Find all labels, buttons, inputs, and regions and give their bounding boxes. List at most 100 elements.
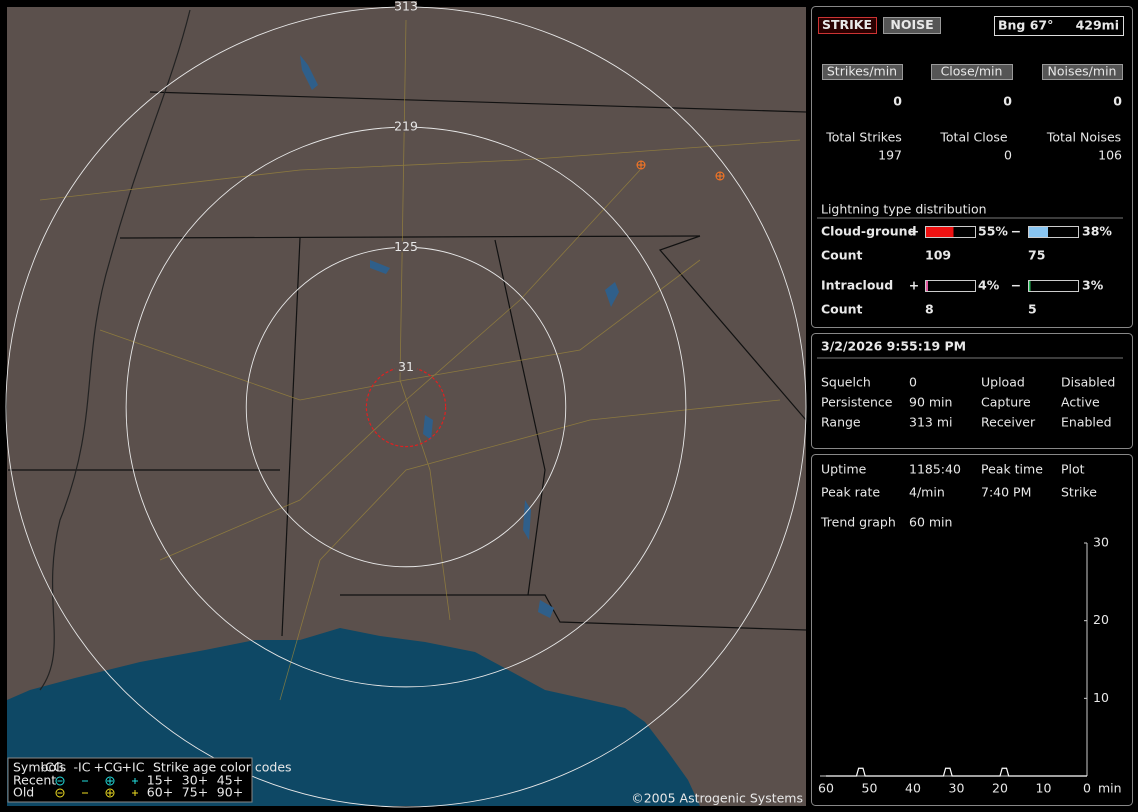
- stat: 7:40 PM: [981, 485, 1031, 500]
- ring-label-bg: [395, 241, 417, 253]
- type-name: Intracloud: [821, 278, 893, 293]
- sign: +: [909, 278, 919, 293]
- legend-symbol: [107, 790, 113, 796]
- legend-symbol: [55, 788, 65, 798]
- stat: Peak rate: [821, 485, 880, 500]
- trend-panel: [811, 454, 1133, 806]
- rate-value: 0: [1113, 94, 1122, 109]
- bearing-box: [994, 16, 1124, 36]
- rate-value: 0: [1003, 94, 1012, 109]
- bar-track: [925, 280, 976, 292]
- legend-age-title: Strike age color codes: [153, 760, 292, 775]
- setting: Squelch: [821, 375, 871, 390]
- x-tick-label: 50: [862, 781, 878, 796]
- setting: Persistence: [821, 395, 893, 410]
- count-value: 75: [1028, 248, 1045, 263]
- percent: 55%: [978, 224, 1008, 239]
- legend-box: [7, 757, 253, 803]
- bearing: Bng 67°: [998, 18, 1053, 33]
- stat: Plot: [1061, 462, 1085, 477]
- legend-symbol: [105, 788, 115, 798]
- legend-type: +CG: [94, 760, 123, 775]
- ring-label: 125: [394, 239, 418, 254]
- setting: Disabled: [1061, 375, 1115, 390]
- total-label: Total Strikes: [825, 130, 902, 145]
- x-tick-label: 40: [905, 781, 921, 796]
- strike-markers: [636, 160, 725, 181]
- status-panel: [811, 333, 1133, 449]
- legend-age: 60+: [147, 785, 173, 800]
- x-tick-label: 20: [992, 781, 1008, 796]
- rate-label: Noises/min: [1048, 64, 1117, 79]
- strike-button-label: STRIKE: [822, 17, 872, 32]
- ring-label: 31: [398, 359, 414, 374]
- ring-label: 219: [394, 119, 418, 134]
- range-rings: 313 219 125 31: [5, 0, 807, 808]
- total-label: Total Close: [939, 130, 1008, 145]
- trend-window: 60 min: [909, 515, 952, 530]
- setting: 313 mi: [909, 415, 952, 430]
- ring-label-bg: [395, 0, 417, 12]
- rate-label-box: [1042, 64, 1123, 80]
- legend-type: -IC: [74, 760, 91, 775]
- stat: Peak time: [981, 462, 1043, 477]
- strike-button[interactable]: [818, 17, 877, 34]
- total-value: 0: [1004, 148, 1012, 163]
- bar: [926, 281, 928, 291]
- bar: [1029, 227, 1048, 237]
- legend-row: Recent: [13, 773, 56, 788]
- rate-value: 0: [893, 94, 902, 109]
- legend-age: 75+: [182, 785, 208, 800]
- distribution-title: Lightning type distribution: [821, 202, 987, 217]
- setting: Active: [1061, 395, 1100, 410]
- rate-label: Close/min: [941, 64, 1003, 79]
- legend-type: +IC: [122, 760, 145, 775]
- setting: Capture: [981, 395, 1031, 410]
- setting: Enabled: [1061, 415, 1112, 430]
- noise-button[interactable]: [883, 17, 941, 34]
- counts-panel: [811, 6, 1133, 328]
- sign: +: [909, 224, 919, 239]
- x-tick-label: 10: [1036, 781, 1052, 796]
- bar-track: [1028, 280, 1079, 292]
- legend-symbol: [55, 776, 65, 786]
- datetime: 3/2/2026 9:55:19 PM: [821, 339, 966, 354]
- percent: 3%: [1082, 278, 1104, 293]
- legend-age: 15+: [147, 773, 173, 788]
- y-tick-label: 20: [1093, 612, 1109, 627]
- ring-label-bg: [395, 361, 417, 373]
- x-tick-label: 30: [949, 781, 965, 796]
- legend-age: 30+: [182, 773, 208, 788]
- bar: [926, 227, 954, 237]
- setting: 0: [909, 375, 917, 390]
- count-value: 5: [1028, 302, 1037, 317]
- copyright: ©2005 Astrogenic Systems: [631, 791, 803, 806]
- x-tick-label: 60: [818, 781, 834, 796]
- legend-title: Symbols: [13, 760, 66, 775]
- lakes: [300, 55, 619, 618]
- roads: [39, 19, 801, 701]
- count-value: 109: [925, 248, 951, 263]
- stat: Strike: [1061, 485, 1097, 500]
- y-tick-label: 30: [1093, 535, 1109, 550]
- state-lines: [8, 9, 807, 691]
- legend-row: Old: [13, 785, 34, 800]
- y-tick-label: 10: [1093, 690, 1109, 705]
- legend-symbol: [132, 790, 138, 796]
- count-value: 8: [925, 302, 934, 317]
- stat: Uptime: [821, 462, 867, 477]
- rate-label-box: [931, 64, 1013, 80]
- bar-track: [1028, 226, 1079, 238]
- total-value: 197: [878, 148, 902, 163]
- rate-label: Strikes/min: [827, 64, 897, 79]
- map: 313 219 125 31: [5, 0, 807, 808]
- ring-label: 313: [394, 0, 418, 13]
- count-label: Count: [821, 302, 863, 317]
- trend-line: [826, 767, 1087, 777]
- bar: [1029, 281, 1031, 291]
- noise-button-label: NOISE: [890, 17, 933, 32]
- setting: 90 min: [909, 395, 952, 410]
- total-value: 106: [1098, 148, 1122, 163]
